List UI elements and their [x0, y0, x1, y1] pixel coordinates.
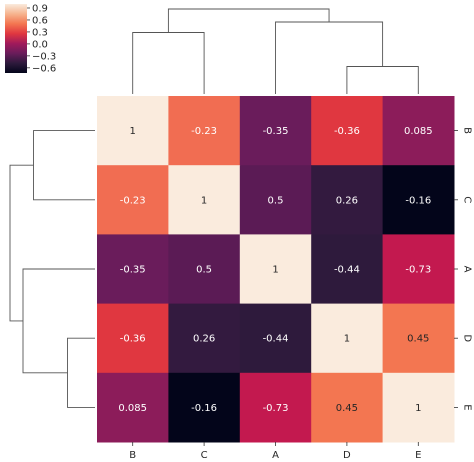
heatmap-cell-B-D [311, 96, 384, 166]
y-tick-label-B: B [462, 127, 473, 134]
heatmap-cell-A-E [382, 234, 455, 305]
heatmap-cell-D-A [239, 303, 312, 374]
x-tick-label-C: C [201, 450, 208, 461]
heatmap-cell-A-A [239, 234, 312, 305]
heatmap-cell-D-C [168, 303, 241, 374]
colorbar-tick-label: −0.3 [32, 51, 56, 62]
column-dendrogram-link-1 [132, 32, 205, 94]
cell-value-label: 0.5 [196, 265, 212, 276]
heatmap-cell-D-E [382, 303, 455, 374]
cell-value-label: -0.44 [263, 334, 289, 345]
y-tick-label-A: A [462, 266, 473, 273]
cell-value-label: -0.35 [120, 265, 146, 276]
cell-value-label: -0.16 [405, 195, 431, 206]
y-tick-label-C: C [462, 196, 473, 203]
cell-value-label: 1 [272, 265, 278, 276]
cell-value-label: -0.73 [263, 403, 289, 414]
x-tick-label-B: B [129, 450, 136, 461]
y-tick-labels: B C A D E [454, 127, 473, 411]
cell-value-label: 0.5 [268, 195, 284, 206]
cell-value-label: -0.23 [120, 195, 146, 206]
heatmap-cell-E-B [97, 372, 169, 443]
y-tick-label-E: E [462, 404, 473, 410]
heatmap-cell-A-C [168, 234, 241, 305]
heatmap-cell-C-E [382, 165, 455, 235]
heatmap-cell-A-D [311, 234, 384, 305]
heatmap-cell-C-A [239, 165, 312, 235]
heatmap-cell-B-C [168, 96, 241, 166]
column-dendrogram-link-3 [167, 8, 330, 33]
x-tick-label-A: A [272, 450, 279, 461]
cell-value-label: 0.45 [407, 334, 429, 345]
y-tick-label-D: D [462, 334, 473, 342]
cell-value-label: 0.085 [118, 403, 147, 414]
cell-value-label: 1 [130, 126, 136, 137]
heatmap-cell-E-A [239, 372, 312, 443]
heatmap-cell-C-C [168, 165, 241, 235]
cell-value-label: -0.35 [263, 126, 289, 137]
heatmap-cell-E-C [168, 372, 241, 443]
heatmap-cell-B-A [239, 96, 312, 166]
heatmap-cell-D-B [97, 303, 169, 374]
heatmap-cell-B-E [382, 96, 455, 166]
row-dendrogram-link-3 [9, 164, 34, 322]
cell-value-label: -0.44 [334, 265, 360, 276]
colorbar-tick-label: −0.6 [32, 63, 56, 74]
heatmap-cell-B-B [97, 96, 169, 166]
cell-value-label: 0.085 [404, 126, 433, 137]
column-dendrogram [132, 8, 419, 94]
cell-value-label: 0.26 [336, 195, 358, 206]
heatmap-cell-E-E [382, 372, 455, 443]
colorbar-gradient [5, 4, 27, 73]
cell-value-label: 1 [344, 334, 350, 345]
heatmap-cell-E-D [311, 372, 384, 443]
cell-value-label: 0.26 [193, 334, 215, 345]
x-tick-label-D: D [343, 450, 351, 461]
row-dendrogram [9, 130, 95, 408]
row-dendrogram-link-0 [67, 337, 95, 408]
cell-value-label: -0.23 [191, 126, 217, 137]
colorbar-tick-label: 0.6 [32, 15, 48, 26]
column-dendrogram-link-2 [275, 21, 384, 94]
colorbar-tick-label: 0.9 [32, 3, 48, 14]
row-dendrogram-link-1 [33, 130, 95, 201]
colorbar-tick-label: 0.0 [32, 39, 48, 50]
cell-value-label: -0.16 [191, 403, 217, 414]
colorbar: 0.90.60.30.0−0.3−0.6 [5, 3, 56, 74]
heatmap-cell-D-D [311, 303, 384, 374]
row-dendrogram-link-2 [22, 268, 95, 374]
heatmap-cell-A-B [97, 234, 169, 305]
heatmap-cell-C-B [97, 165, 169, 235]
heatmap-grid: 1 -0.23 -0.35 -0.36 0.085 -0.23 1 0.5 0.26 -0.16 -… [97, 96, 455, 443]
cell-value-label: -0.36 [334, 126, 360, 137]
colorbar-tick-label: 0.3 [32, 27, 48, 38]
cell-value-label: 1 [201, 195, 207, 206]
heatmap-cell-C-D [311, 165, 384, 235]
cell-value-label: -0.36 [120, 334, 146, 345]
cell-value-label: 0.45 [336, 403, 358, 414]
x-tick-label-E: E [415, 450, 421, 461]
cell-value-label: 1 [415, 403, 421, 414]
cell-value-label: -0.73 [405, 265, 431, 276]
column-dendrogram-link-0 [346, 66, 419, 94]
